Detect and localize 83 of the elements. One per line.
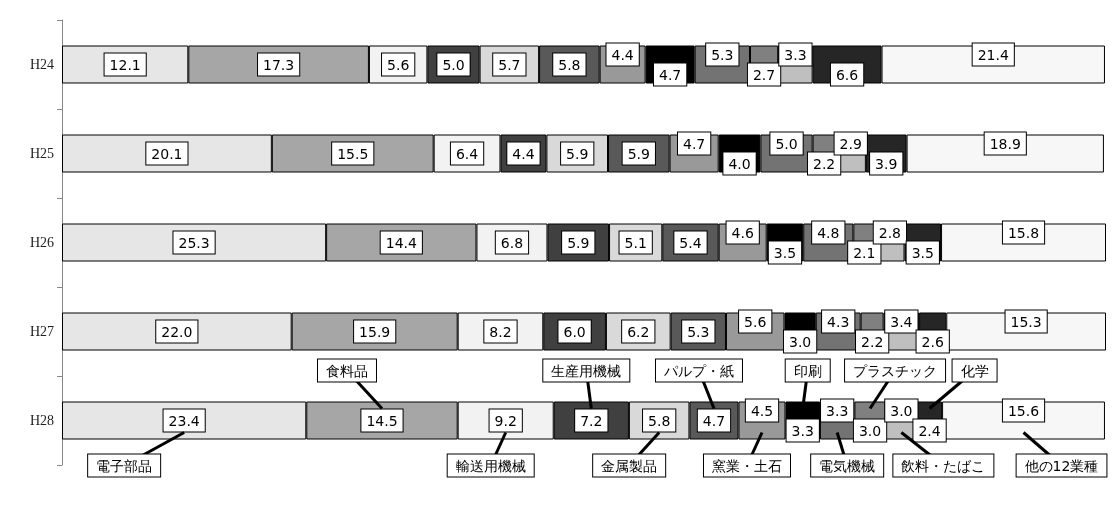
data-label: 2.1	[853, 244, 876, 261]
data-label: 3.3	[791, 422, 814, 439]
data-label: 7.2	[580, 412, 603, 429]
data-label: 15.5	[337, 145, 369, 162]
y-tick-label: H27	[29, 324, 54, 339]
data-label: 8.2	[489, 323, 512, 340]
data-label: 5.7	[498, 56, 521, 73]
data-label: 23.4	[168, 412, 200, 429]
data-label: 15.3	[1010, 313, 1042, 330]
data-label: 3.0	[858, 422, 882, 439]
data-label: 4.0	[728, 155, 751, 172]
data-label: 5.8	[648, 412, 671, 429]
data-label: 5.9	[627, 145, 650, 162]
data-label: 2.8	[878, 224, 902, 241]
data-label: 5.8	[558, 56, 581, 73]
data-label: 4.7	[659, 66, 682, 83]
data-label: 2.7	[752, 66, 776, 83]
data-label: 3.0	[788, 333, 812, 350]
data-label: 9.2	[494, 412, 517, 429]
data-label: 6.0	[563, 323, 586, 340]
data-label: 5.1	[624, 234, 647, 251]
data-label: 5.6	[744, 313, 767, 330]
legend-label: 飲料・たばこ	[901, 457, 986, 474]
y-tick-label: H24	[29, 57, 54, 72]
series-label: 他の12業種	[1024, 457, 1099, 474]
data-label: 4.3	[827, 313, 850, 330]
legend-label: 電気機械	[819, 457, 876, 474]
data-label: 6.6	[835, 66, 859, 83]
data-label: 20.1	[151, 145, 183, 162]
data-label: 25.3	[178, 234, 210, 251]
data-label: 4.4	[611, 46, 634, 63]
data-label: 15.9	[359, 323, 391, 340]
data-label: 15.6	[1007, 402, 1040, 419]
data-label: 3.4	[890, 313, 913, 330]
data-label: 22.0	[161, 323, 193, 340]
data-label: 14.4	[385, 234, 417, 251]
series-label: 生産用機械	[551, 362, 622, 379]
data-label: 3.3	[826, 402, 849, 419]
data-label: 5.6	[387, 56, 410, 73]
data-label: 3.0	[890, 402, 913, 419]
data-label: 2.9	[839, 135, 862, 152]
data-label: 4.6	[731, 224, 754, 241]
series-label: 輸送用機械	[455, 457, 526, 474]
legend-label: 印刷	[793, 362, 822, 379]
y-tick-label: H25	[29, 146, 54, 161]
data-label: 15.8	[1007, 224, 1040, 241]
data-label: 2.2	[861, 333, 884, 350]
data-label: 2.6	[921, 333, 944, 350]
data-label: 18.9	[989, 135, 1021, 152]
data-label: 5.0	[442, 56, 465, 73]
data-label: 5.3	[687, 323, 710, 340]
data-label: 2.4	[918, 422, 941, 439]
data-label: 5.9	[567, 234, 590, 251]
data-label: 3.3	[784, 46, 807, 63]
series-label: 化学	[960, 362, 989, 379]
data-label: 3.9	[875, 155, 898, 172]
series-label: 電子部品	[96, 457, 153, 474]
series-label: 窯業・土石	[712, 457, 782, 474]
data-label: 12.1	[109, 56, 141, 73]
data-label: 4.4	[512, 145, 535, 162]
data-label: 17.3	[263, 56, 295, 73]
data-label: 4.7	[683, 135, 706, 152]
data-label: 4.7	[702, 412, 726, 429]
data-label: 6.4	[455, 145, 479, 162]
data-label: 6.8	[500, 234, 524, 251]
series-label: 食料品	[325, 362, 368, 379]
data-label: 3.5	[773, 244, 797, 261]
data-label: 3.5	[911, 244, 934, 261]
y-tick-label: H28	[29, 413, 54, 428]
data-label: 14.5	[366, 412, 398, 429]
series-label: パルプ・紙	[662, 362, 734, 379]
data-label: 4.5	[750, 402, 774, 419]
series-label: 金属製品	[601, 457, 658, 474]
data-label: 2.2	[812, 155, 836, 172]
data-label: 5.9	[566, 145, 589, 162]
y-tick-label: H26	[29, 235, 54, 250]
data-label: 5.3	[711, 46, 734, 63]
data-label: 21.4	[977, 46, 1009, 63]
data-label: 6.2	[627, 323, 650, 340]
data-label: 5.0	[775, 135, 798, 152]
data-label: 5.4	[679, 234, 702, 251]
legend-label: プラスチック	[853, 362, 938, 379]
data-label: 4.8	[817, 224, 840, 241]
